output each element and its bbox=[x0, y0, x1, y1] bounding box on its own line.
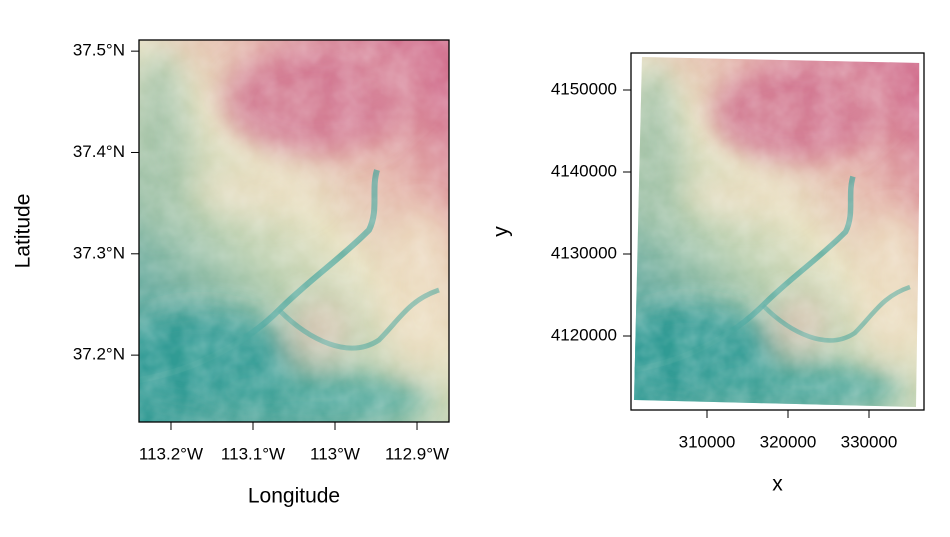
x-tick-label: 112.9°W bbox=[385, 444, 449, 463]
y-tick-label: 4150000 bbox=[551, 79, 617, 98]
plot-frame bbox=[138, 39, 450, 423]
y-axis-label: y bbox=[490, 226, 513, 237]
x-tick-label: 310000 bbox=[679, 432, 736, 451]
y-tick-label: 4140000 bbox=[551, 161, 617, 180]
y-tick-label: 37.2°N bbox=[73, 345, 125, 364]
elevation-raster bbox=[109, 40, 459, 425]
y-tick-label: 37.5°N bbox=[73, 41, 125, 60]
x-axis-label: x bbox=[772, 473, 783, 496]
x-tick-label: 113.1°W bbox=[221, 444, 285, 463]
y-tick-label: 37.4°N bbox=[73, 142, 125, 161]
y-tick-label: 4120000 bbox=[551, 325, 617, 344]
y-tick-label: 4130000 bbox=[551, 243, 617, 262]
x-axis-label: Longitude bbox=[248, 485, 340, 508]
y-axis-label: Latitude bbox=[12, 194, 35, 269]
y-tick-label: 37.3°N bbox=[73, 243, 125, 262]
plot-frame bbox=[630, 52, 925, 411]
x-tick-label: 113°W bbox=[310, 444, 360, 463]
x-tick-label: 320000 bbox=[760, 432, 817, 451]
x-tick-label: 330000 bbox=[841, 432, 898, 451]
x-tick-label: 113.2°W bbox=[139, 444, 203, 463]
elevation-raster-projected bbox=[606, 57, 928, 411]
